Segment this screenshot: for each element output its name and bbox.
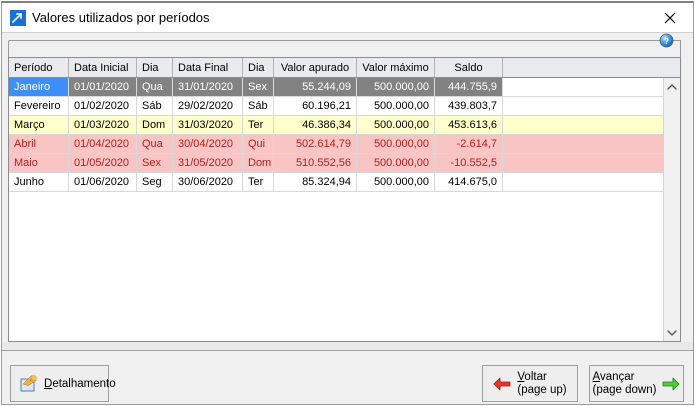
svg-text:?: ? <box>664 36 669 46</box>
